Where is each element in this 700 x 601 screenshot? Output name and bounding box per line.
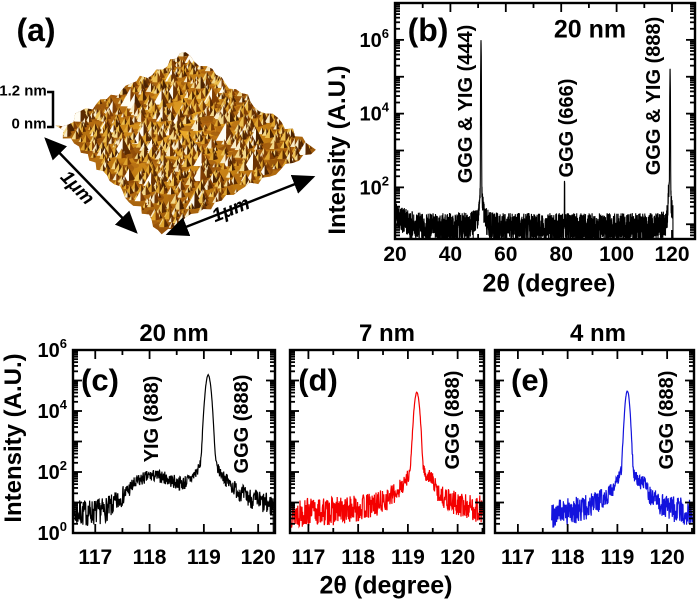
x-tick-label: 117 bbox=[501, 546, 535, 569]
panel-e-title: 4 nm bbox=[569, 320, 627, 347]
x-tick-label: 118 bbox=[341, 546, 375, 569]
panel-d-peak-label-ggg888: GGG (888) bbox=[442, 370, 464, 470]
afm-3d-surface bbox=[44, 52, 316, 236]
x-tick-label: 118 bbox=[551, 546, 585, 569]
x-tick-label: 117 bbox=[78, 546, 112, 569]
panel-c-peak-label-ggg888: GGG (888) bbox=[231, 374, 253, 474]
chart-e: 117 118 119 120 bbox=[493, 348, 696, 569]
panel-d-label: (d) bbox=[298, 362, 338, 398]
panel-b-peak-label-666: GGG (666) bbox=[556, 78, 578, 178]
y-tick-label: 104 bbox=[38, 397, 68, 423]
y-tick-label: 102 bbox=[360, 173, 389, 199]
panel-b-xlabel: 2θ (degree) bbox=[482, 269, 616, 298]
x-tick-label: 119 bbox=[600, 546, 634, 569]
series-d bbox=[291, 391, 483, 529]
x-tick-label: 60 bbox=[494, 243, 517, 266]
panel-b-title: 20 nm bbox=[553, 15, 627, 44]
series-c bbox=[74, 373, 274, 532]
x-tick-label: 120 bbox=[440, 546, 475, 569]
afm-zscale-min-label: 0 nm bbox=[11, 115, 47, 133]
panel-e-label: (e) bbox=[511, 362, 549, 398]
panel-a-label: (a) bbox=[16, 12, 56, 48]
width-dimension-arrow bbox=[44, 137, 138, 234]
panel-b-label: (b) bbox=[407, 12, 449, 48]
chart-d: 117 118 119 120 bbox=[288, 348, 486, 569]
chart-b: 20 40 60 80 100 120 102 104 106 bbox=[360, 1, 697, 266]
y-tick-label: 106 bbox=[38, 336, 67, 362]
z-scale-bracket bbox=[47, 90, 55, 129]
x-tick-label: 120 bbox=[241, 546, 276, 569]
y-tick-label: 104 bbox=[360, 100, 390, 126]
x-tick-label: 120 bbox=[654, 243, 689, 266]
panel-c-label: (c) bbox=[81, 362, 119, 398]
panel-c-peak-label-yig888: YIG (888) bbox=[141, 375, 163, 463]
x-tick-label: 120 bbox=[650, 546, 685, 569]
bottom-row-xlabel: 2θ (degree) bbox=[319, 571, 453, 600]
panel-b-peak-label-444: GGG & YIG (444) bbox=[455, 24, 477, 184]
panel-e-peak-label-ggg888: GGG (888) bbox=[656, 370, 678, 470]
panel-b-peak-label-888: GGG & YIG (888) bbox=[643, 16, 665, 176]
x-tick-label: 20 bbox=[383, 243, 406, 266]
panel-d-title: 7 nm bbox=[358, 320, 416, 347]
depth-dimension-arrow bbox=[165, 175, 316, 236]
x-tick-label: 117 bbox=[291, 546, 325, 569]
panel-b-ylabel: Intensity (A.U.) bbox=[324, 65, 351, 235]
y-tick-label: 106 bbox=[360, 26, 389, 52]
x-tick-label: 119 bbox=[391, 546, 425, 569]
panel-c-title: 20 nm bbox=[139, 320, 209, 347]
x-tick-label: 119 bbox=[187, 546, 221, 569]
x-tick-label: 118 bbox=[133, 546, 167, 569]
series-b bbox=[396, 40, 674, 238]
x-tick-label: 40 bbox=[439, 243, 462, 266]
x-tick-label: 80 bbox=[550, 243, 573, 266]
y-tick-label: 102 bbox=[38, 458, 67, 484]
series-e bbox=[551, 390, 693, 528]
bottom-row-ylabel: Intensity (A.U.) bbox=[0, 353, 27, 523]
y-tick-label: 100 bbox=[38, 519, 67, 545]
afm-zscale-max-label: 1.2 nm bbox=[0, 82, 47, 100]
chart-c: 117 118 119 120 100 102 104 106 bbox=[38, 336, 277, 569]
x-tick-label: 100 bbox=[599, 243, 634, 266]
